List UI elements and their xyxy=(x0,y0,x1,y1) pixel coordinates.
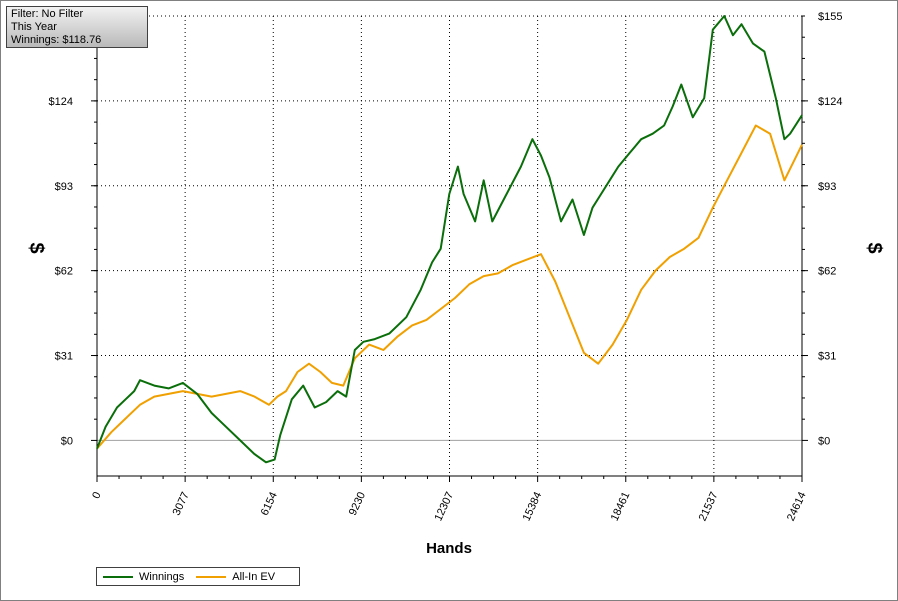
y-tick-label-left: $31 xyxy=(55,351,73,363)
axis-layer xyxy=(91,15,808,482)
y-tick-label-right: $155 xyxy=(818,11,842,23)
filter-text: Filter: No Filter xyxy=(11,8,84,20)
y-axis-title-right: $ xyxy=(863,242,885,253)
chart-legend: Winnings All-In EV xyxy=(96,567,300,586)
filter-info-box: Filter: No Filter This Year Winnings: $1… xyxy=(6,6,148,48)
x-tick-label: 15384 xyxy=(521,490,545,523)
y-tick-label-left: $62 xyxy=(55,266,73,278)
y-tick-label-left: $0 xyxy=(61,435,73,447)
y-tick-label-right: $62 xyxy=(818,266,836,278)
period-text: This Year xyxy=(11,21,57,33)
legend-item-all-in-ev: All-In EV xyxy=(196,571,275,583)
x-axis-title: Hands xyxy=(426,540,472,557)
legend-label-all-in-ev: All-In EV xyxy=(232,570,276,583)
x-tick-label: 0 xyxy=(90,490,103,501)
grid-layer xyxy=(97,15,802,476)
x-tick-label: 6154 xyxy=(259,490,280,517)
winnings-text: Winnings: $118.76 xyxy=(11,34,102,46)
legend-swatch-winnings xyxy=(103,575,133,578)
legend-item-winnings: Winnings xyxy=(103,571,184,583)
label-layer: $0$0$31$31$62$62$93$93$124$124$155$15503… xyxy=(49,11,843,523)
legend-label-winnings: Winnings xyxy=(139,570,185,583)
y-tick-label-right: $0 xyxy=(818,435,830,447)
x-tick-label: 24614 xyxy=(785,490,809,523)
y-tick-label-left: $124 xyxy=(49,96,73,108)
y-tick-label-right: $93 xyxy=(818,181,836,193)
y-tick-label-left: $93 xyxy=(55,181,73,193)
series-line-winnings xyxy=(96,15,803,464)
series-line-all-in-ev xyxy=(96,124,803,450)
series-layer xyxy=(96,15,803,464)
legend-swatch-all-in-ev xyxy=(196,575,227,578)
y-tick-label-right: $31 xyxy=(818,351,836,363)
y-axis-title-left: $ xyxy=(25,242,47,253)
x-tick-label: 3077 xyxy=(171,490,192,517)
y-tick-label-right: $124 xyxy=(818,96,842,108)
x-tick-label: 12307 xyxy=(432,490,456,523)
x-tick-label: 21537 xyxy=(697,490,721,523)
x-tick-label: 9230 xyxy=(347,490,368,517)
x-tick-label: 18461 xyxy=(609,490,633,523)
